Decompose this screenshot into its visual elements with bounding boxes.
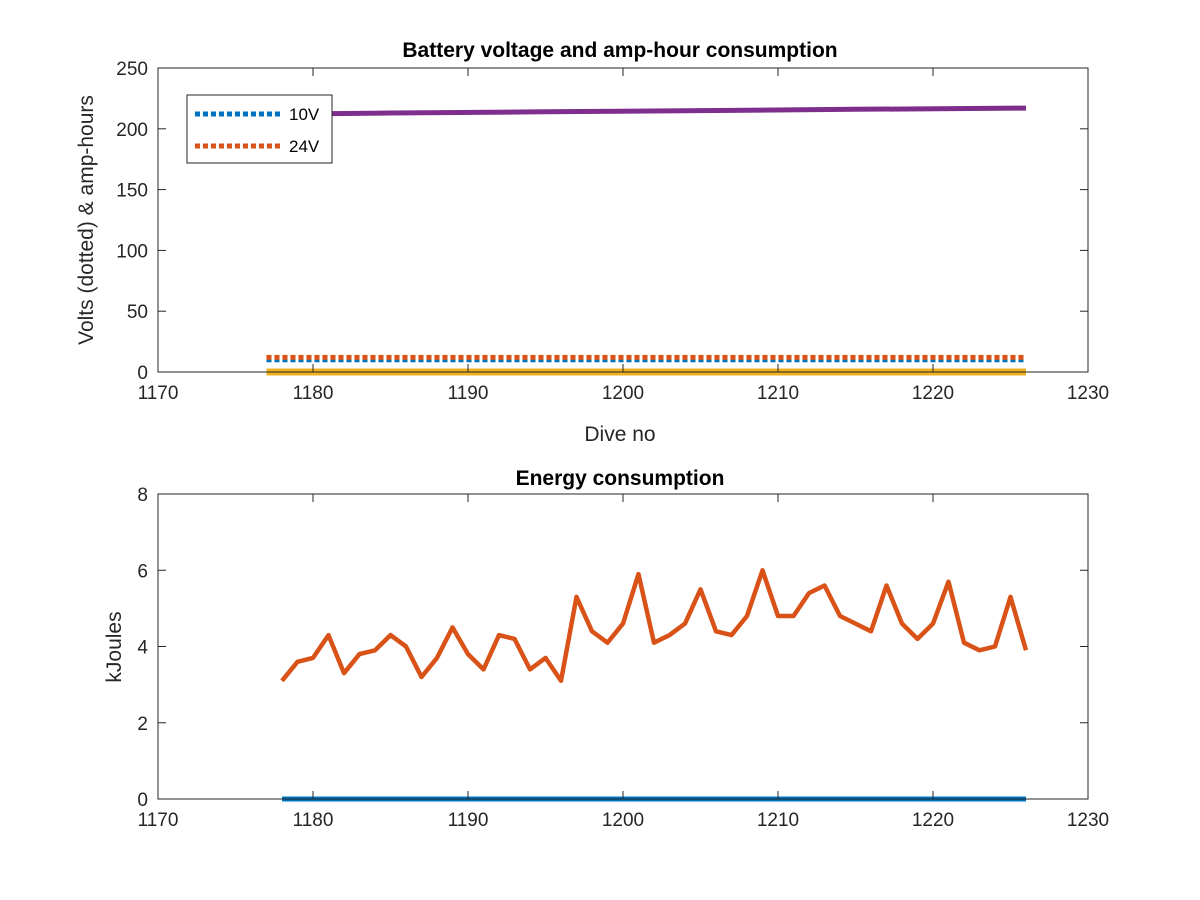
y-tick-label: 50: [127, 302, 148, 323]
ticks-energy: 1170 1180 1190 1200 1210 1220 1230 0 2 4 6 8: [137, 485, 1109, 831]
chart-title-battery: Battery voltage and amp-hour consumption: [402, 39, 837, 62]
x-tick-label: 1170: [138, 383, 179, 404]
x-tick-label: 1230: [1067, 810, 1109, 831]
y-tick-label: 4: [137, 638, 148, 659]
ticks-battery: 1170 1180 1190 1200 1210 1220 1230 0 50 100 150 200…: [116, 59, 1109, 404]
x-tick-label: 1190: [448, 810, 489, 831]
chart-energy: Energy consumption 1170 1180 1190 1200 1210 1…: [103, 467, 1109, 831]
x-tick-label: 1170: [138, 810, 179, 831]
x-axis-label-battery: Dive no: [584, 423, 655, 446]
chart-title-energy: Energy consumption: [516, 467, 725, 490]
x-tick-label: 1220: [912, 383, 954, 404]
legend-label-24v: 24V: [289, 137, 320, 156]
x-tick-label: 1180: [293, 383, 334, 404]
y-tick-label: 6: [137, 561, 148, 582]
y-tick-label: 8: [137, 485, 148, 506]
x-tick-label: 1190: [448, 383, 489, 404]
chart-battery: Battery voltage and amp-hour consumption…: [75, 39, 1109, 446]
y-tick-label: 200: [116, 120, 148, 141]
x-tick-label: 1210: [757, 383, 799, 404]
legend: 10V 24V: [186, 94, 333, 164]
x-tick-label: 1200: [602, 383, 644, 404]
y-tick-label: 0: [137, 363, 148, 384]
legend-label-10v: 10V: [289, 105, 320, 124]
y-tick-label: 100: [116, 241, 148, 262]
x-tick-label: 1230: [1067, 383, 1109, 404]
x-tick-label: 1220: [912, 810, 954, 831]
series-line-battery-3: [266, 105, 1027, 117]
y-tick-label: 150: [116, 181, 148, 202]
x-tick-label: 1200: [602, 810, 644, 831]
series-line-energy-1: [280, 568, 1029, 684]
y-tick-label: 2: [137, 714, 148, 735]
y-tick-label: 250: [116, 59, 148, 80]
y-axis-label-battery: Volts (dotted) & amp-hours: [75, 95, 98, 345]
x-tick-label: 1180: [293, 810, 334, 831]
y-tick-label: 0: [137, 790, 148, 811]
x-tick-label: 1210: [757, 810, 799, 831]
legend-box: [186, 94, 333, 164]
y-axis-label-energy: kJoules: [103, 611, 126, 682]
